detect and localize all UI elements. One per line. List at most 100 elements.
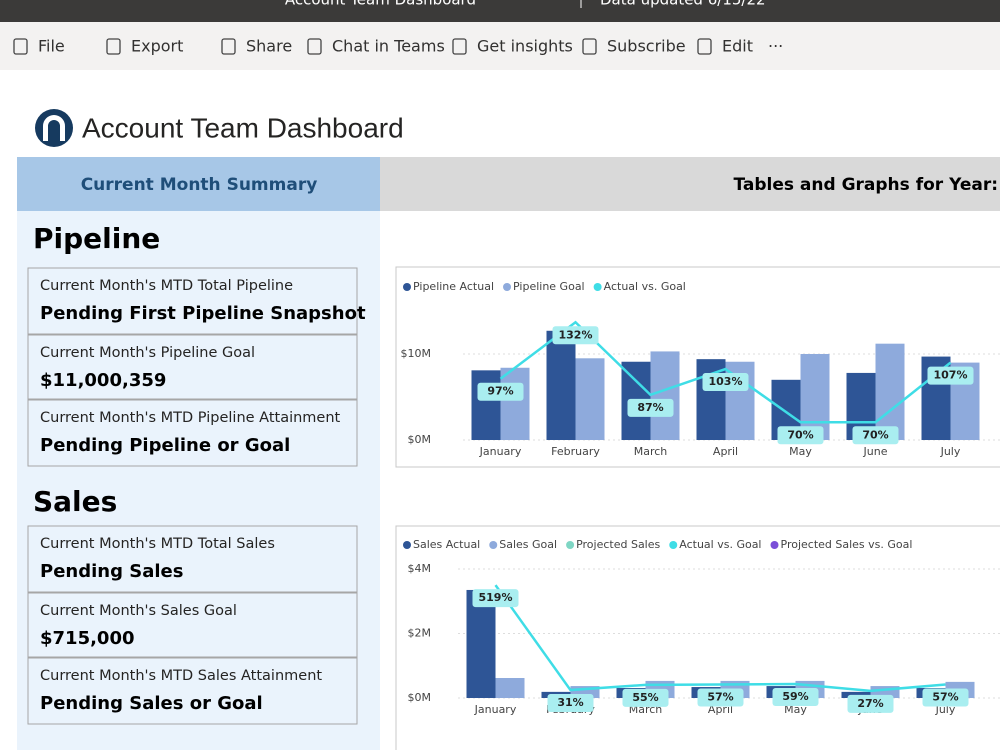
data-label: 27% (857, 697, 883, 710)
bar (471, 370, 501, 440)
legend-marker (770, 541, 779, 549)
bar (575, 358, 605, 440)
x-tick-label: July (940, 445, 961, 458)
legend-label: Sales Actual (413, 538, 480, 551)
data-label-bg (777, 426, 824, 445)
x-tick-label: March (634, 445, 668, 458)
toolbar-button[interactable]: Get insights (477, 37, 573, 56)
kpi-card (27, 657, 358, 725)
kpi-label: Current Month's MTD Sales Attainment (40, 668, 322, 684)
bar (546, 330, 576, 440)
bar (650, 351, 680, 440)
toolbar-icon (221, 38, 236, 55)
toolbar-icon (13, 38, 28, 55)
summary-sections: Pipeline Current Month's MTD Total Pipeli… (27, 222, 366, 725)
toolbar-icon (307, 38, 322, 55)
toolbar-button[interactable]: File (38, 37, 65, 56)
x-tick-label: February (551, 445, 600, 458)
toolbar-button[interactable]: ··· (768, 37, 783, 56)
tab[interactable] (380, 157, 1000, 211)
title-bar (0, 0, 1000, 22)
toolbar-button[interactable]: Subscribe (607, 37, 686, 56)
line-series (494, 584, 946, 693)
tab-label[interactable]: Current Month Summary (81, 175, 318, 195)
report-title: Account Team Dashboard (285, 0, 476, 9)
legend-marker (403, 283, 411, 291)
data-label: 70% (862, 428, 888, 441)
legend-marker (489, 541, 498, 549)
kpi-label: Current Month's MTD Total Pipeline (40, 278, 293, 294)
data-label-bg (547, 694, 594, 713)
legend-marker (566, 541, 575, 549)
toolbar-button[interactable]: Chat in Teams (332, 37, 445, 56)
toolbar-button[interactable]: Edit (722, 37, 753, 56)
y-tick-label: $0M (408, 433, 432, 446)
toolbar-icon (697, 38, 712, 55)
data-label-bg (927, 366, 974, 385)
data-label: 59% (782, 690, 808, 703)
bar (570, 686, 600, 698)
legend-label: Sales Goal (499, 538, 557, 551)
data-label-bg (847, 694, 894, 713)
bar (875, 343, 905, 440)
toolbar-button[interactable]: Share (246, 37, 292, 56)
toolbar-icon (106, 38, 121, 55)
data-label: 87% (637, 401, 663, 414)
data-label: 55% (632, 691, 658, 704)
legend-label: Pipeline Goal (513, 280, 585, 293)
bar (466, 589, 496, 698)
kpi-card (27, 592, 358, 658)
x-tick-label: January (479, 445, 522, 458)
kpi-value: $11,000,359 (40, 370, 166, 391)
tab-active[interactable] (17, 157, 380, 211)
tab-label[interactable]: Tables and Graphs for Year: (733, 175, 998, 195)
data-label-bg (702, 373, 749, 392)
kpi-card (27, 267, 358, 335)
data-label: 97% (487, 385, 513, 398)
toolbar-button[interactable]: Export (131, 37, 183, 56)
x-tick-label: May (784, 703, 807, 716)
data-label: 70% (787, 428, 813, 441)
kpi-card (27, 525, 358, 593)
legend-label: Actual vs. Goal (604, 280, 686, 293)
kpi-card (27, 399, 358, 467)
toolbar (0, 22, 1000, 70)
bar (696, 359, 726, 440)
legend-marker (503, 283, 512, 291)
data-label-bg (627, 398, 674, 417)
legend-label: Actual vs. Goal (679, 538, 761, 551)
y-tick-label: $0M (408, 691, 432, 704)
data-label: 132% (559, 328, 593, 341)
x-tick-label: January (474, 703, 517, 716)
legend-marker (403, 541, 411, 549)
data-label: 57% (932, 690, 958, 703)
data-label-bg (622, 688, 669, 707)
kpi-label: Current Month's Pipeline Goal (40, 345, 255, 361)
section-title: Pipeline (33, 222, 160, 255)
bar (870, 686, 900, 698)
x-tick-label: May (789, 445, 812, 458)
page-title: Account Team Dashboard (82, 112, 404, 143)
kpi-value: $715,000 (40, 628, 135, 649)
kpi-value: Pending Sales or Goal (40, 693, 263, 714)
charts: $0M $10M Pipeline Actual Pipeline Goal Actua… (401, 280, 1000, 716)
kpi-label: Current Month's MTD Pipeline Attainment (40, 410, 341, 426)
data-label: 31% (557, 696, 583, 709)
kpi-value: Pending Sales (40, 561, 183, 582)
logo (35, 109, 73, 147)
x-tick-label: June (863, 445, 888, 458)
legend-marker (593, 283, 602, 291)
kpi-value: Pending First Pipeline Snapshot (40, 303, 366, 324)
data-label: 103% (709, 375, 743, 388)
toolbar-icon (452, 38, 467, 55)
legend-label: Pipeline Actual (413, 280, 494, 293)
data-label: 57% (707, 690, 733, 703)
y-tick-label: $10M (401, 347, 432, 360)
data-label-bg (472, 589, 519, 608)
toolbar-items: File Export Share Chat in Teams Get insights… (13, 37, 783, 56)
data-label: 107% (934, 369, 968, 382)
x-tick-label: April (713, 445, 738, 458)
data-label-bg (552, 326, 599, 345)
line-series (499, 320, 952, 424)
